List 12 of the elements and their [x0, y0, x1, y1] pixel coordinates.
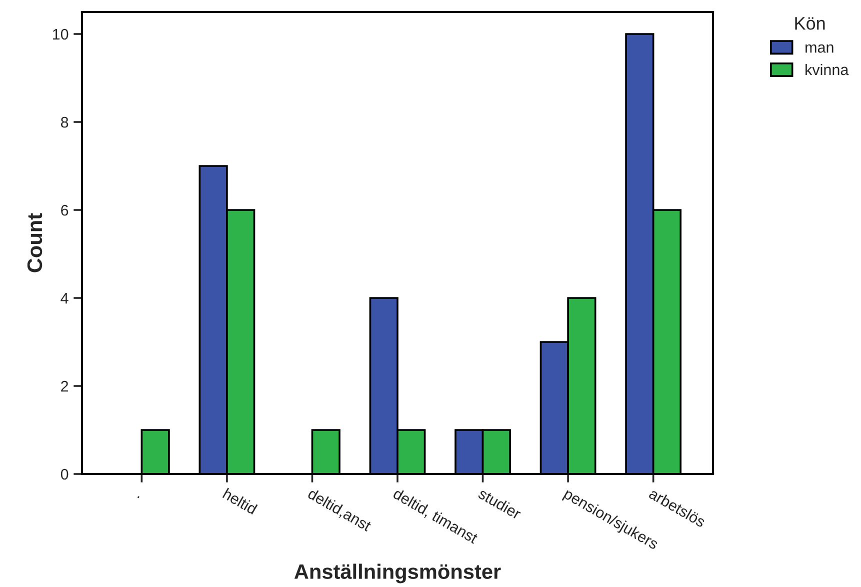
y-axis-title: Count — [27, 213, 42, 272]
x-tick-label: . — [137, 496, 140, 498]
y-tick-label: 0 — [60, 468, 68, 480]
legend-title: Kön — [795, 17, 825, 30]
y-tick-label: 4 — [60, 293, 68, 304]
legend-label: man — [806, 44, 834, 53]
y-tick-label: 10 — [52, 28, 68, 40]
y-tick-label: 2 — [61, 380, 68, 392]
y-tick-label: 6 — [61, 204, 68, 216]
x-axis-title: Anställningsmönster — [294, 564, 501, 584]
y-tick-label: 8 — [60, 116, 68, 128]
legend-label: kvinna — [806, 64, 849, 76]
